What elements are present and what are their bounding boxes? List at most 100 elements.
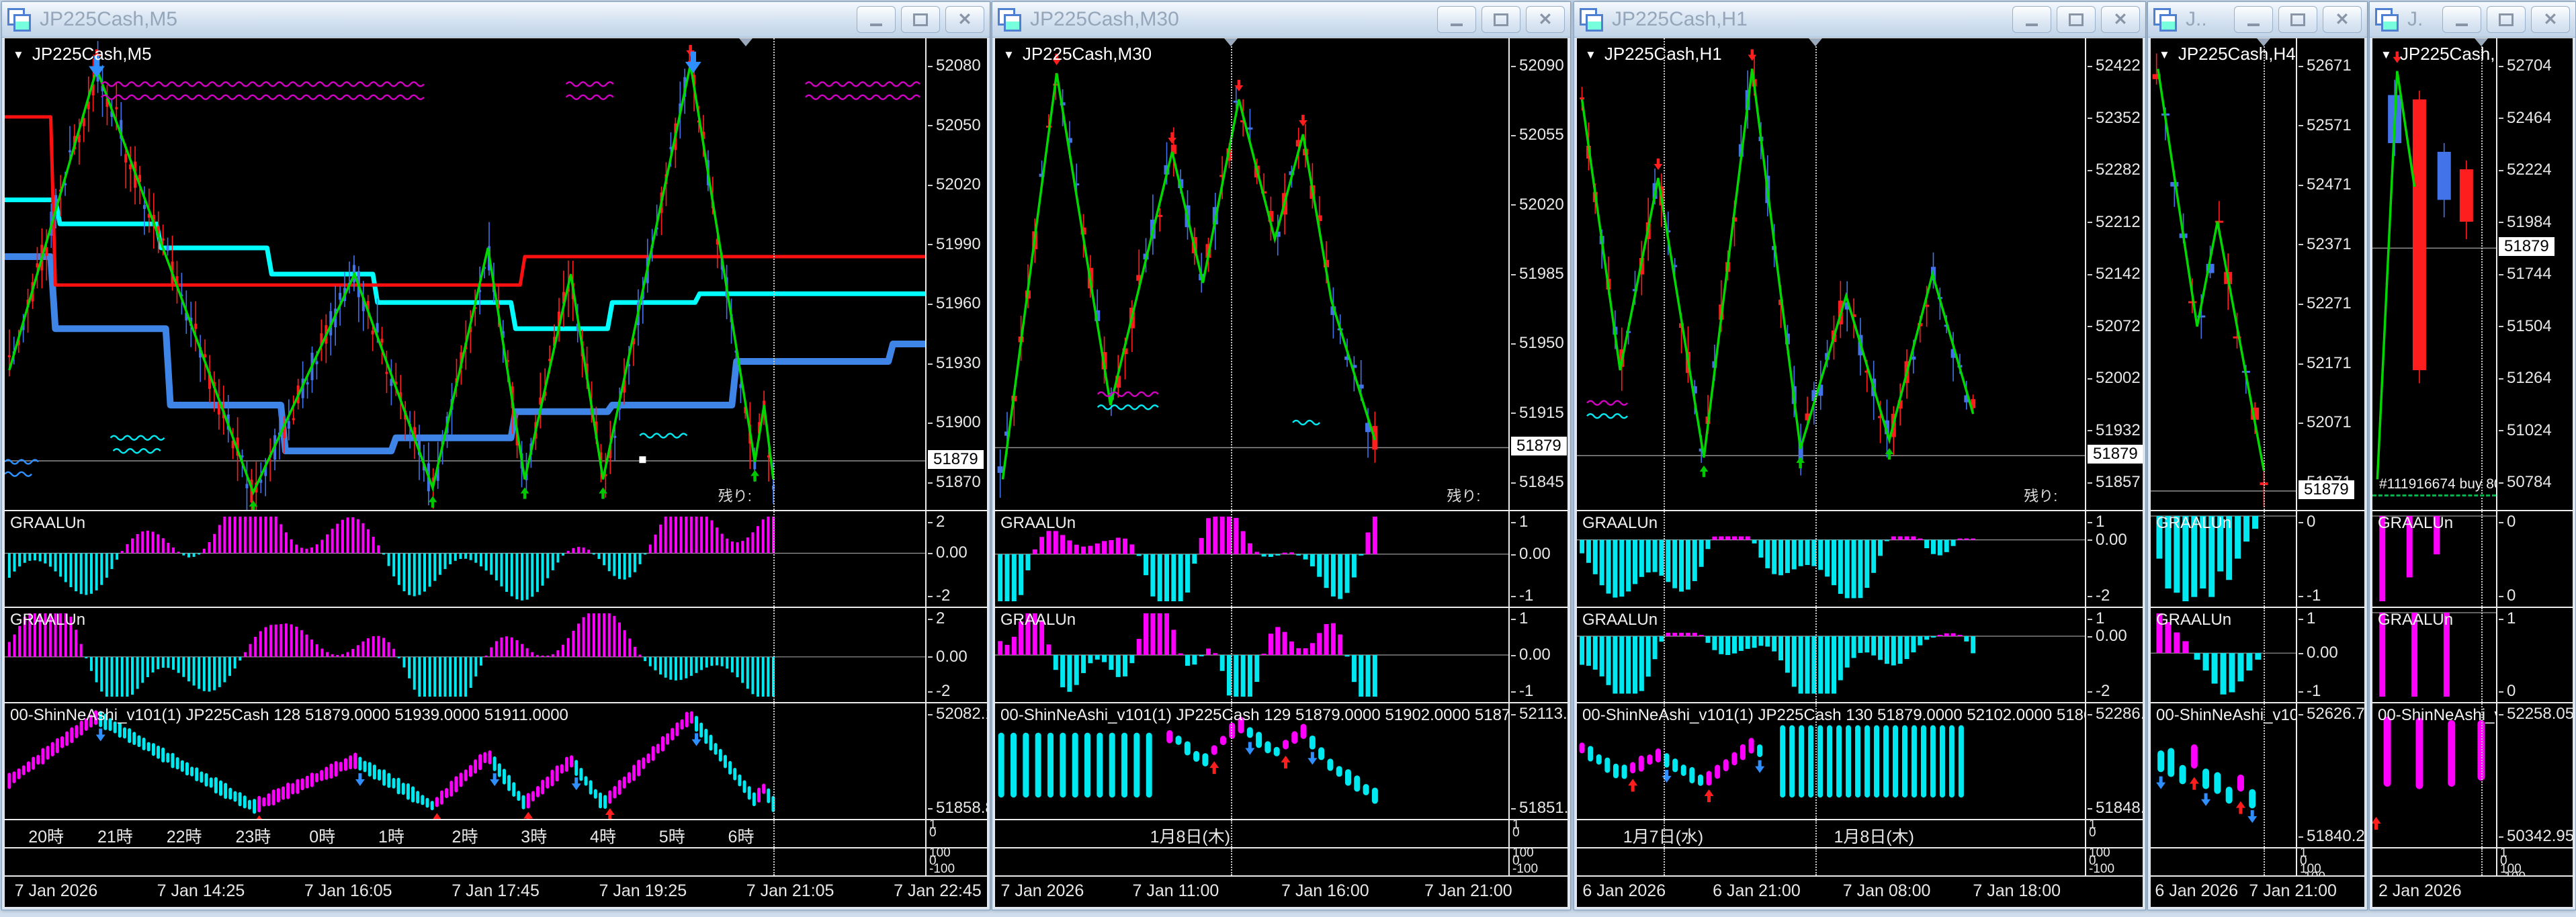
shin-canvas[interactable] (1577, 703, 2085, 819)
indicator-g1-plot[interactable]: GRAALUn (2372, 511, 2496, 607)
close-button[interactable]: ✕ (2323, 6, 2362, 33)
shinneashi-scale: 52286.95 51848.05 (2085, 703, 2143, 819)
symbol-dropdown-icon[interactable]: ▼ (1585, 48, 1596, 62)
time-axis[interactable]: 7 Jan 2026 7 Jan 14:25 7 Jan 16:05 7 Jan 17… (5, 877, 987, 907)
shin-canvas[interactable] (2372, 703, 2496, 847)
g1-canvas[interactable] (5, 511, 925, 607)
indicator-g2-plot[interactable]: GRAALUn (995, 608, 1508, 702)
time-axis[interactable]: 7 Jan 2026 7 Jan 11:00 7 Jan 16:00 7 Jan 21… (995, 877, 1568, 907)
chart-window-jp225cash-h4[interactable]: J.. ✕ ▼ JP225Cash,H4 52671 52571 52471 52371 522… (2147, 1, 2368, 910)
indicator-g2-plot[interactable]: GRAALUn (5, 608, 925, 702)
restore-button[interactable] (1482, 6, 1520, 33)
indicator-g2-plot[interactable]: GRAALUn (1577, 608, 2085, 702)
minimize-button[interactable] (1437, 6, 1476, 33)
main-chart-canvas[interactable] (995, 38, 1508, 510)
shinneashi-plot[interactable]: 00-ShinNeAshi_v101(1) JP225Cash 130 5187… (1577, 703, 2085, 819)
scale-value: 1 (2500, 848, 2507, 860)
close-button[interactable]: ✕ (1526, 6, 1565, 33)
date-label: 1月8日(木) (1150, 828, 1231, 846)
restore-button[interactable] (2057, 6, 2096, 33)
g2-canvas[interactable] (2151, 608, 2296, 702)
indicator-g1-plot[interactable]: GRAALUn (5, 511, 925, 607)
g2-canvas[interactable] (2372, 608, 2496, 702)
date-pane-plot[interactable]: 1月7日(水) 1月8日(木) (1577, 820, 2085, 847)
window-titlebar[interactable]: JP225Cash,M30 ✕ (992, 2, 1570, 38)
chart-window-jp225cash-h1[interactable]: JP225Cash,H1 ✕ ▼ JP225Cash,H1 残り: 52422 52352 5… (1574, 1, 2146, 910)
main-chart-plot[interactable]: ▼ JP225Cash,Daily #111916674 buy 80. (2372, 38, 2496, 510)
close-button[interactable]: ✕ (2531, 6, 2570, 33)
minimize-button[interactable] (2234, 6, 2273, 33)
shin-canvas[interactable] (5, 703, 925, 819)
restore-button[interactable] (901, 6, 940, 33)
date-pane-plot[interactable]: 1月8日(木) (995, 820, 1508, 847)
chart-icon (2375, 8, 2399, 32)
thin-pane-plot[interactable] (1577, 848, 2085, 875)
window-titlebar[interactable]: J. ✕ (2370, 2, 2575, 38)
window-titlebar[interactable]: J.. ✕ (2148, 2, 2367, 38)
date-label: 6時 (728, 828, 755, 846)
shin-canvas[interactable] (995, 703, 1508, 819)
symbol-dropdown-icon[interactable]: ▼ (13, 48, 24, 62)
main-chart-plot[interactable]: ▼ JP225Cash,M30 残り: (995, 38, 1508, 510)
shinneashi-plot[interactable]: 00-ShinNeAshi_v101(1 (2151, 703, 2296, 847)
shin-canvas[interactable] (2151, 703, 2296, 847)
window-titlebar[interactable]: JP225Cash,H1 ✕ (1574, 2, 2145, 38)
window-title: JP225Cash,H1 (1612, 8, 1748, 30)
g1-canvas[interactable] (2151, 511, 2296, 607)
symbol-dropdown-icon[interactable]: ▼ (1003, 48, 1015, 62)
time-axis[interactable]: 2 Jan 2026 (2372, 877, 2573, 907)
main-chart-plot[interactable]: ▼ JP225Cash,H4 (2151, 38, 2296, 510)
thin-pane-plot[interactable] (2372, 848, 2496, 875)
time-axis[interactable]: 6 Jan 2026 7 Jan 21:00 (2151, 877, 2364, 907)
time-axis[interactable]: 6 Jan 2026 6 Jan 21:00 7 Jan 08:00 7 Jan 18… (1577, 877, 2143, 907)
chart-window-jp225cash-m5[interactable]: JP225Cash,M5 ✕ ▼ JP225Cash,M5 残り: 52080 52050 5… (1, 1, 990, 910)
thin-pane-plot[interactable] (2151, 848, 2296, 875)
g2-canvas[interactable] (1577, 608, 2085, 702)
current-bar-triangle-icon (1224, 38, 1238, 46)
close-button[interactable]: ✕ (2101, 6, 2140, 33)
main-chart-canvas[interactable] (2372, 38, 2496, 510)
main-chart-plot[interactable]: ▼ JP225Cash,H1 残り: (1577, 38, 2085, 510)
minimize-button[interactable] (2442, 6, 2481, 33)
scale-value: 0 (929, 826, 937, 840)
minimize-button[interactable] (2012, 6, 2051, 33)
g2-canvas[interactable] (995, 608, 1508, 702)
g1-canvas[interactable] (995, 511, 1508, 607)
scale-bottom: -2 (928, 682, 950, 701)
main-chart-canvas[interactable] (1577, 38, 2085, 510)
date-label: 4時 (590, 828, 616, 846)
restore-button[interactable] (2278, 6, 2317, 33)
indicator-g2-plot[interactable]: GRAALUn (2151, 608, 2296, 702)
indicator-g1-plot[interactable]: GRAALUn (995, 511, 1508, 607)
symbol-dropdown-icon[interactable]: ▼ (2380, 48, 2392, 62)
chart-window-jp225cash-daily[interactable]: J.✕▼JP225Cash,Daily#111916674 buy 80.527… (2369, 1, 2576, 910)
restore-button[interactable] (2487, 6, 2526, 33)
shinneashi-plot[interactable]: 00-ShinNeAshi_v101(1) JP225Cash 128 5187… (5, 703, 925, 819)
thin-pane-plot[interactable] (5, 848, 925, 875)
main-chart-canvas[interactable] (2151, 38, 2296, 510)
minimize-button[interactable] (857, 6, 896, 33)
g1-canvas[interactable] (2372, 511, 2496, 607)
scale-value: 1 (1512, 820, 1520, 832)
indicator-g1-plot[interactable]: GRAALUn (1577, 511, 2085, 607)
main-chart-canvas[interactable] (5, 38, 925, 510)
shinneashi-plot[interactable]: 00-ShinNeAshi_v101( (2372, 703, 2496, 847)
date-pane-plot[interactable]: 20時 21時 22時 23時 0時 1時 2時 3時 4時 5時 6時 (5, 820, 925, 847)
thin-pane-scale: 100 0 -100 (1508, 848, 1568, 875)
symbol-dropdown-icon[interactable]: ▼ (2159, 48, 2170, 62)
scale-stack: 100 0 -100 (1512, 848, 1538, 875)
indicator-g1-plot[interactable]: GRAALUn (2151, 511, 2296, 607)
main-chart-plot[interactable]: ▼ JP225Cash,M5 残り: (5, 38, 925, 510)
thin-pane-plot[interactable] (995, 848, 1508, 875)
shinneashi-scale: 52258.05 50342.95 (2496, 703, 2573, 847)
price-tick: 52704 (2499, 56, 2552, 75)
window-titlebar[interactable]: JP225Cash,M5 ✕ (2, 2, 990, 38)
g1-canvas[interactable] (1577, 511, 2085, 607)
shinneashi-plot[interactable]: 00-ShinNeAshi_v101(1) JP225Cash 129 5187… (995, 703, 1508, 819)
indicator-g1: GRAALUn 0 0 (2372, 511, 2573, 608)
chart-window-jp225cash-m30[interactable]: JP225Cash,M30 ✕ ▼ JP225Cash,M30 残り: 52090 5205… (992, 1, 1571, 910)
g2-canvas[interactable] (5, 608, 925, 702)
indicator-g2: GRAALUn 2 0.00 -2 (5, 608, 987, 703)
close-button[interactable]: ✕ (945, 6, 984, 33)
indicator-g2-plot[interactable]: GRAALUn (2372, 608, 2496, 702)
